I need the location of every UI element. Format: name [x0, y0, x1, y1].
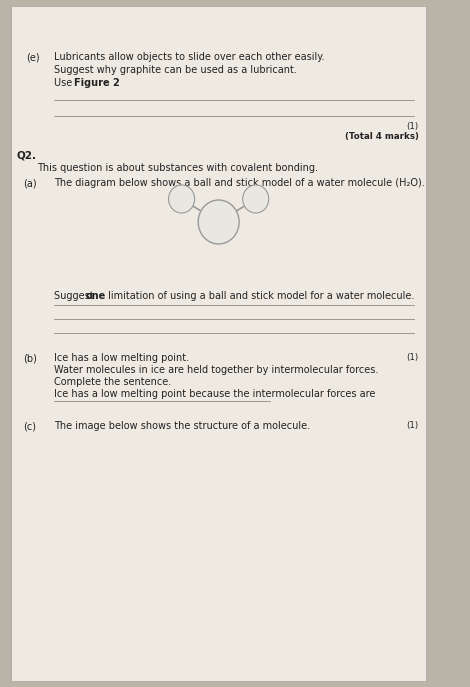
Circle shape	[243, 185, 269, 213]
Text: (e): (e)	[26, 52, 39, 62]
Text: (a): (a)	[23, 178, 37, 188]
Text: (b): (b)	[23, 353, 37, 363]
Text: (1): (1)	[407, 122, 419, 131]
Text: (Total 4 marks): (Total 4 marks)	[345, 132, 419, 141]
Text: Suggest why graphite can be used as a lubricant.: Suggest why graphite can be used as a lu…	[54, 65, 297, 75]
Circle shape	[198, 200, 239, 244]
FancyBboxPatch shape	[11, 6, 426, 681]
Text: limitation of using a ball and stick model for a water molecule.: limitation of using a ball and stick mod…	[105, 291, 415, 301]
Text: Ice has a low melting point.: Ice has a low melting point.	[54, 353, 189, 363]
Text: This question is about substances with covalent bonding.: This question is about substances with c…	[37, 163, 318, 173]
Circle shape	[169, 185, 195, 213]
Text: (1): (1)	[407, 353, 419, 362]
Text: Use: Use	[54, 78, 75, 88]
Text: Figure 2: Figure 2	[74, 78, 120, 88]
Text: Ice has a low melting point because the intermolecular forces are: Ice has a low melting point because the …	[54, 389, 376, 399]
Text: Suggest: Suggest	[54, 291, 97, 301]
Text: (1): (1)	[407, 421, 419, 430]
Text: The diagram below shows a ball and stick model of a water molecule (H₂O).: The diagram below shows a ball and stick…	[54, 178, 425, 188]
Text: The image below shows the structure of a molecule.: The image below shows the structure of a…	[54, 421, 310, 431]
Text: Complete the sentence.: Complete the sentence.	[54, 377, 171, 387]
Text: (c): (c)	[23, 421, 36, 431]
Text: one: one	[86, 291, 106, 301]
Text: Lubricants allow objects to slide over each other easily.: Lubricants allow objects to slide over e…	[54, 52, 325, 62]
Text: Q2.: Q2.	[17, 150, 37, 160]
Text: Water molecules in ice are held together by intermolecular forces.: Water molecules in ice are held together…	[54, 365, 378, 375]
